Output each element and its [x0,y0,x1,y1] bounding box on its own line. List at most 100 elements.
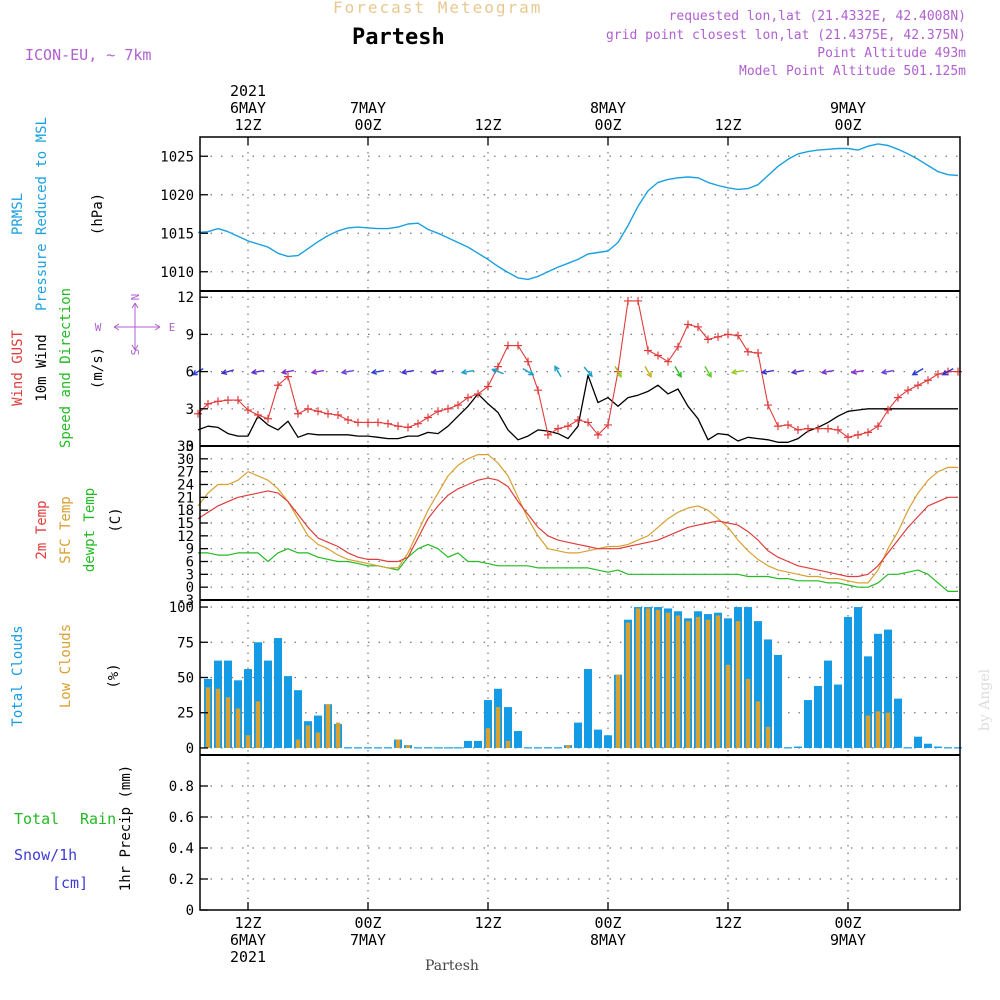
grid-precip [200,755,960,910]
gust-marker [354,418,362,427]
gust-marker [524,357,532,366]
gust-marker [224,396,232,405]
total-cloud-bar [574,722,582,748]
wind-direction-arrowhead [646,371,652,379]
plot-frame [199,136,961,911]
low-cloud-bar [725,664,731,748]
gust-marker [764,401,772,410]
gust-marker [464,393,472,402]
y-tick-label: 0.8 [169,779,194,795]
x-tick-label-top: 12Z [474,116,501,134]
prmsl-label: PRMSL [10,193,26,235]
total-cloud-bar [894,698,902,748]
wind-direction-arrow [192,367,204,376]
grid-temperature [200,446,960,600]
y-axis-precip: 0 0.2 0.4 0.6 0.8 [169,779,208,919]
gust-marker [594,430,602,439]
wind-direction-arrowhead [730,368,738,375]
wind-direction-arrows [191,365,954,379]
wind-direction-arrowhead [911,369,918,376]
x-tick-label-bottom: 8MAY [590,931,626,949]
low-cloud-bar [335,722,341,748]
wind-direction-arrowhead [790,368,798,375]
x-tick-label-top: 00Z [834,116,861,134]
wind-direction-arrow [881,369,895,374]
gust-marker [854,430,862,439]
total-cloud-bar [904,747,912,749]
gust-marker [864,428,872,437]
total-cloud-bar [244,669,252,748]
low-cloud-bar [705,619,711,748]
wind-direction-arrowhead [370,368,378,375]
y-tick-label: 3 [186,402,194,418]
gust-marker [444,404,452,413]
wind-direction-arrow [761,369,775,374]
low-cloud-bar [615,674,621,748]
wind-direction-arrow [731,369,745,374]
wind-direction-arrow [281,369,295,374]
wind-direction-arrow [821,369,835,374]
low-cloud-bar [505,740,511,748]
wind-gust-label: Wind GUST [10,330,26,406]
point-altitude: Point Altitude 493m [817,46,966,61]
gust-marker [654,351,662,360]
y-tick-label: 100 [169,600,194,616]
total-cloud-bar [444,747,452,749]
gust-marker [954,367,962,376]
total-cloud-bar [754,621,762,748]
cloud-bars [204,607,962,749]
y-tick-label: 18 [177,503,194,519]
y-tick-label: 21 [177,490,194,506]
wind-direction-arrow [583,366,593,377]
total-cloud-bar [504,707,512,748]
wind-direction-arrow [851,369,865,374]
x-tick-label-bottom: 00Z [594,914,621,932]
wind-direction-arrow [371,369,385,374]
gust-marker [264,414,272,423]
wind-direction-arrow [912,367,924,376]
gust-marker [254,411,262,419]
gust-marker [494,362,502,371]
low-cloud-bar [875,711,881,748]
total-cloud-bar [884,629,892,748]
y-tick-label: 25 [177,706,194,722]
total-rain-label-rain: Rain [80,810,116,828]
wind-direction-arrow [644,366,652,378]
y-tick-label: 12 [177,529,194,545]
y-tick-label: 24 [177,478,194,494]
y-tick-label: 75 [177,635,194,651]
y-tick-label: 0 [186,439,194,455]
total-cloud-bar [424,747,432,749]
compass-icon: W E N S [95,294,176,356]
total-cloud-bar [744,607,752,748]
wind-direction-arrowhead [220,369,228,375]
gust-marker [694,322,702,331]
total-cloud-bar [544,747,552,749]
total-cloud-bar [944,747,952,749]
low-cloud-bar [405,745,411,748]
wind-direction-arrowhead [400,368,408,375]
x-tick-label-bottom: 2021 [230,948,266,966]
gust-marker [634,296,642,305]
wind-direction-arrowhead [820,368,828,375]
gust-marker [744,347,752,356]
low-cloud-bar [395,739,401,748]
total-cloud-bar [484,700,492,748]
gust-marker [884,406,892,415]
y-tick-label: 12 [177,290,194,306]
total-cloud-bar [314,715,322,748]
total-cloud-bar [774,654,782,748]
gust-marker [774,422,782,431]
low-cloud-bar [485,728,491,748]
gust-marker [434,407,442,416]
x-tick-label-top: 12Z [234,116,261,134]
clouds-unit: (%) [106,663,122,688]
wind-direction-arrow [554,366,562,378]
y-tick-label: 33 [177,439,194,455]
total-cloud-bar [384,747,392,749]
temp-2m-label: 2m Temp [34,500,50,559]
gust-marker [804,424,812,433]
y-tick-label: 0.4 [169,841,194,857]
location-title: Partesh [352,25,445,50]
x-tick-label-top: 8MAY [590,99,626,117]
